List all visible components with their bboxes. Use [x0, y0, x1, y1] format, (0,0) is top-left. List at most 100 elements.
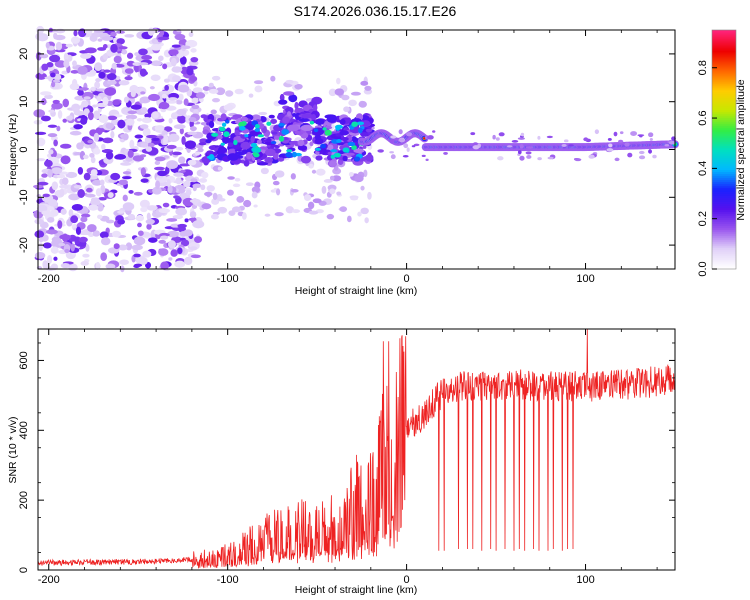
heat-blob-1524: [328, 160, 338, 167]
heat-blob-649: [145, 218, 155, 225]
heat-blob-855: [118, 179, 128, 186]
heat-blob-1088: [334, 88, 345, 96]
heat-blob-376: [51, 102, 63, 110]
heat-blob-1592: [257, 134, 265, 138]
heat-blob-517: [80, 53, 92, 59]
colorbar-strip-24: [712, 219, 736, 222]
heat-blob-351: [163, 155, 170, 159]
heat-blob-1000: [360, 207, 369, 215]
heat-blob-833: [114, 153, 127, 160]
heat-blob-2502: [583, 137, 589, 142]
heat-blob-940: [258, 111, 268, 116]
heat-blob-865: [50, 246, 59, 254]
heat-blob-547: [158, 55, 164, 62]
heat-blob-1616: [252, 152, 258, 156]
heat-blob-2450: [525, 151, 532, 155]
heat-blob-1565: [352, 118, 362, 122]
heat-blob-673: [190, 56, 199, 63]
heat-blob-521: [146, 205, 158, 211]
colorbar-strip-62: [712, 143, 736, 147]
heat-blob-323: [97, 202, 104, 212]
heat-blob-1379: [283, 91, 295, 96]
heat-blob-1520: [339, 130, 349, 136]
heat-blob-1250: [271, 131, 278, 135]
heat-blob-736: [87, 224, 97, 232]
heat-blob-844: [194, 236, 203, 243]
colorbar-strip-95: [712, 77, 736, 81]
heat-blob-598: [177, 247, 183, 255]
heat-blob-954: [197, 147, 204, 153]
heat-blob-658: [110, 172, 121, 181]
heat-blob-904: [323, 179, 333, 183]
heat-blob-1629: [324, 129, 332, 136]
heat-blob-937: [346, 215, 352, 223]
heat-blob-1125: [291, 209, 301, 214]
figure-title: S174.2026.036.15.17.E26: [294, 3, 457, 19]
heat-blob-972: [211, 198, 220, 205]
heat-blob-1553: [198, 142, 207, 146]
heat-blob-90: [163, 78, 171, 83]
heat-blob-1628: [254, 128, 261, 132]
heat-blob-905: [234, 88, 244, 95]
snr-x-label: Height of straight line (km): [295, 584, 418, 596]
heat-blob-688: [73, 30, 78, 37]
heat-blob-2513: [568, 144, 574, 147]
heat-blob-2517: [398, 138, 406, 143]
heat-blob-1096: [307, 201, 315, 210]
heat-blob-893: [140, 107, 148, 114]
heat-blob-881: [104, 87, 117, 96]
heat-blob-824: [160, 235, 169, 240]
colorbar-strip-91: [712, 85, 736, 89]
heat-blob-2467: [520, 132, 525, 137]
colorbar-strip-6: [712, 255, 736, 258]
heat-blob-666: [176, 108, 187, 116]
heat-blob-279: [42, 260, 49, 270]
heat-blob-1097: [223, 104, 234, 111]
heat-blob-651: [149, 86, 155, 90]
heat-blob-738: [163, 134, 169, 144]
heat-blob-718: [39, 53, 49, 59]
heat-blob-775: [58, 242, 66, 247]
spec-x-tick-label-0: -200: [38, 273, 60, 285]
heat-blob-1476: [346, 152, 355, 156]
heat-blob-2499: [389, 138, 395, 144]
colorbar-strip-64: [712, 139, 736, 143]
heat-blob-1003: [350, 197, 359, 201]
heat-blob-1103: [189, 211, 197, 218]
heat-blob-2472: [608, 143, 613, 148]
heat-blob-1594: [220, 142, 225, 146]
colorbar-tick-label-2: 0.4: [697, 161, 709, 176]
heat-blob-1077: [231, 206, 241, 213]
heat-blob-826: [138, 48, 148, 56]
heat-blob-1587: [356, 121, 365, 126]
heat-blob-2519: [443, 152, 448, 155]
heat-blob-842: [83, 154, 89, 160]
heat-blob-1136: [203, 91, 209, 95]
heat-blob-1474: [217, 135, 223, 140]
heat-blob-837: [121, 176, 132, 180]
heat-blob-988: [311, 169, 317, 174]
colorbar: 0.0 0.2 0.4 0.6 0.8 Normalized spectral ampl…: [697, 29, 747, 277]
heat-blob-1600: [313, 128, 319, 133]
heat-blob-4: [97, 38, 103, 42]
heat-blob-462: [179, 163, 191, 167]
heat-blob-2468: [648, 132, 654, 138]
colorbar-strip-117: [712, 33, 736, 37]
heat-blob-853: [83, 96, 91, 100]
spec-x-tick-label-3: 100: [576, 273, 594, 285]
heat-blob-1068: [212, 192, 218, 201]
heat-blob-701: [93, 132, 100, 142]
heat-blob-1104: [201, 171, 209, 179]
colorbar-ticks: 0.0 0.2 0.4 0.6 0.8: [697, 60, 717, 277]
heat-blob-887: [150, 44, 162, 51]
heat-blob-932: [215, 87, 226, 96]
heat-blob-840: [48, 109, 55, 113]
heat-blob-495: [117, 210, 125, 214]
heat-blob-821: [185, 189, 192, 196]
heat-blob-608: [118, 46, 128, 50]
colorbar-strip-90: [712, 87, 736, 91]
heat-blob-525: [90, 169, 98, 176]
heat-blob-2478: [664, 144, 670, 147]
heat-blob-289: [129, 139, 135, 149]
